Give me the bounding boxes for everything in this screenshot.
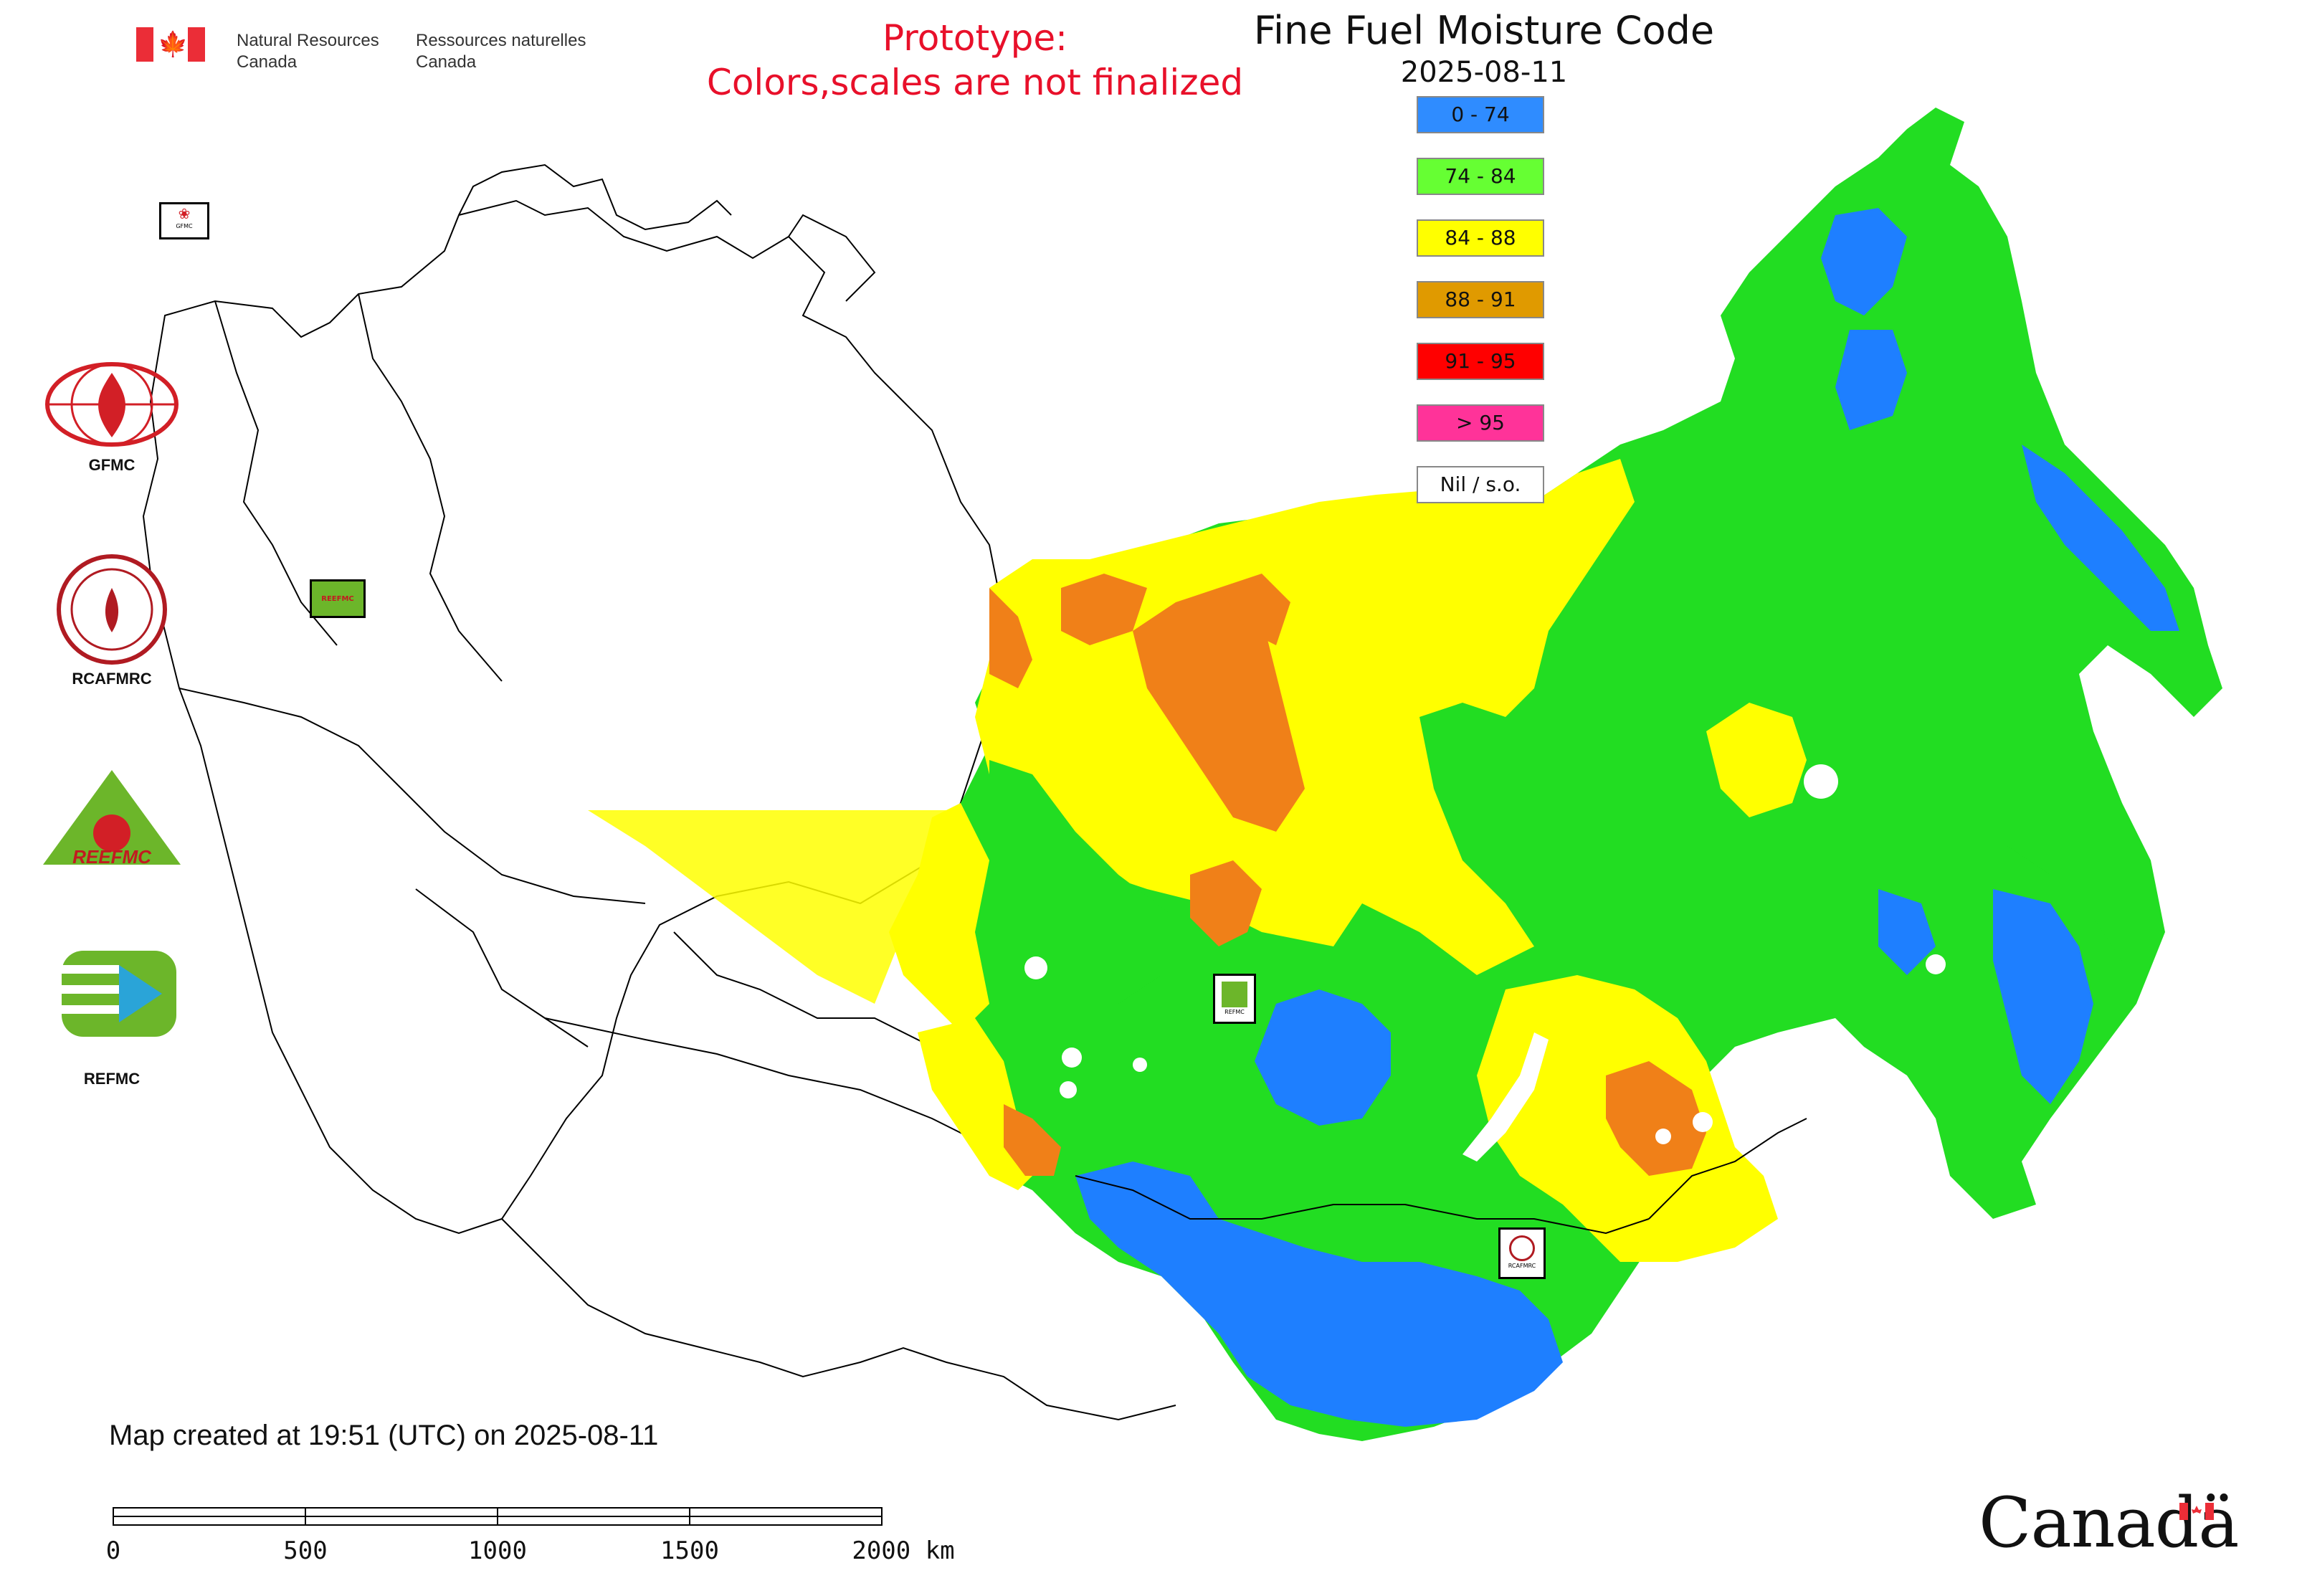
gfmc-logo [33,358,191,462]
rcafmrc-logo [33,552,191,670]
interior-borders [1075,1118,1807,1235]
agency-label-gfmc: GFMC [88,456,135,474]
legend-item-74-84: 74 - 84 [1417,158,1544,195]
refmc-badge-icon [1222,982,1247,1007]
map-date: 2025-08-11 [1400,56,1568,89]
fuel-moisture-zones [588,108,2222,1441]
legend-item-91-95: 91 - 95 [1417,343,1544,380]
agency-label-rcafmrc: RCAFMRC [72,670,152,688]
gfmc-logo-icon [45,362,179,447]
legend-item-over-95: > 95 [1417,404,1544,442]
rcafmrc-logo-icon [57,554,167,665]
refmc-map-badge[interactable]: REFMC [1213,974,1256,1024]
nil-dots [1024,764,2084,1144]
legend-item-88-91: 88 - 91 [1417,281,1544,318]
canada-wordmark: Canadä [1979,1483,2239,1563]
legend-item-84-88: 84 - 88 [1417,219,1544,257]
legend-item-0-74: 0 - 74 [1417,96,1544,133]
scale-bar: 0 500 1000 1500 2000 km [100,1502,961,1574]
refmc-logo-icon [62,951,176,1037]
gfmc-badge-icon: ❀ [178,205,191,222]
agency-label-reefmc: REEFMC [72,846,151,868]
scale-label-0: 0 [105,1536,121,1565]
scale-label-1000: 1000 [468,1536,527,1565]
reefmc-map-badge[interactable]: REEFMC [310,579,366,618]
rcafmrc-badge-icon [1509,1235,1535,1261]
scale-label-1500: 1500 [660,1536,719,1565]
lake-baikal [1462,1032,1549,1162]
refmc-logo [33,944,191,1047]
scale-label-500: 500 [283,1536,328,1565]
canada-flag-icon: 🍁 [136,27,205,62]
gfmc-map-badge[interactable]: ❀ GFMC [159,202,209,239]
reefmc-logo [33,764,191,875]
scale-bar-graphic [113,1507,883,1526]
reefmc-logo-icon [43,770,181,865]
agency-label-refmc: REFMC [83,1070,141,1088]
prototype-notice: Prototype: Colors,scales are not finaliz… [706,17,1244,103]
legend-item-nil: Nil / s.o. [1417,466,1544,503]
department-name-en: Natural Resources Canada [237,31,379,72]
map-title: Fine Fuel Moisture Code [1253,8,1715,53]
government-signature: 🍁 Natural Resources Canada Ressources na… [136,27,595,73]
canada-wordmark-flag-icon [2179,1503,2214,1520]
rcafmrc-map-badge[interactable]: RCAFMRC [1498,1227,1546,1279]
map-created-timestamp: Map created at 19:51 (UTC) on 2025-08-11 [109,1420,659,1451]
department-name-fr: Ressources naturelles Canada [416,31,586,72]
scale-label-2000: 2000 km [852,1536,955,1565]
